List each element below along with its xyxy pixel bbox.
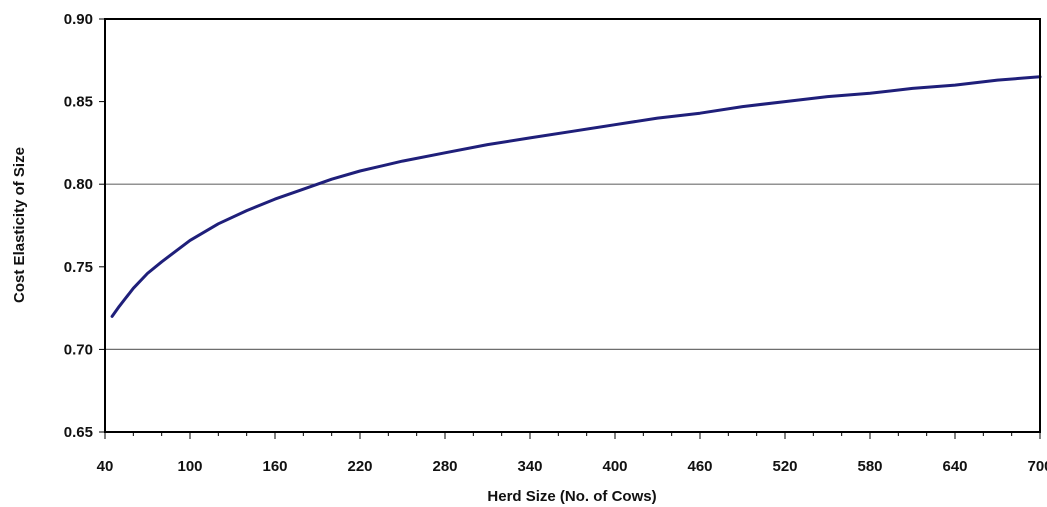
plot-frame xyxy=(104,18,1041,433)
x-tick-label: 700 xyxy=(1027,458,1047,475)
x-axis-ticks: 40 100 160 220 280 340 400 460 520 580 640 700 xyxy=(97,432,1047,475)
y-tick-label: 0.90 xyxy=(64,11,93,28)
x-tick-label: 160 xyxy=(262,458,287,475)
x-tick-label: 640 xyxy=(942,458,967,475)
x-tick-label: 40 xyxy=(97,458,114,475)
x-tick-label: 340 xyxy=(517,458,542,475)
x-tick-label: 100 xyxy=(177,458,202,475)
grid-lines xyxy=(105,183,1040,350)
x-tick-label: 400 xyxy=(602,458,627,475)
plot-area xyxy=(105,19,1040,432)
x-tick-label: 580 xyxy=(857,458,882,475)
x-tick-label: 520 xyxy=(772,458,797,475)
x-axis-title: Herd Size (No. of Cows) xyxy=(487,488,656,505)
x-tick-label: 460 xyxy=(687,458,712,475)
y-tick-label: 0.70 xyxy=(64,341,93,358)
x-tick-label: 280 xyxy=(432,458,457,475)
y-tick-label: 0.80 xyxy=(64,176,93,193)
y-tick-label: 0.65 xyxy=(64,424,93,441)
y-axis-title: Cost Elasticity of Size xyxy=(11,147,28,303)
y-tick-label: 0.75 xyxy=(64,259,93,276)
y-axis-ticks: 0.65 0.70 0.75 0.80 0.85 0.90 xyxy=(64,11,105,441)
series-line xyxy=(110,75,1042,318)
y-tick-label: 0.85 xyxy=(64,94,93,111)
x-tick-label: 220 xyxy=(347,458,372,475)
